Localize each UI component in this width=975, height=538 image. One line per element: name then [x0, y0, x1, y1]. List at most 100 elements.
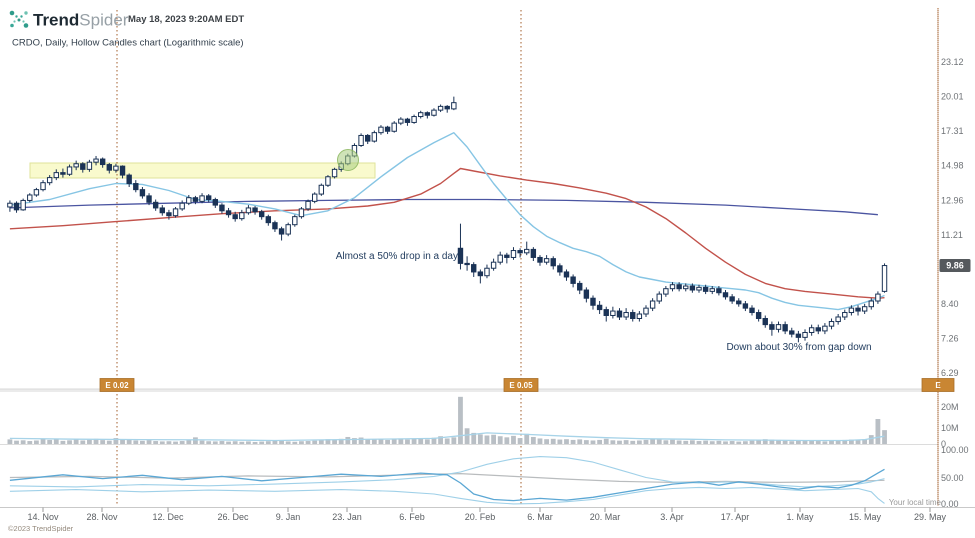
volume-bar — [93, 438, 99, 444]
date-tick-label[interactable]: 15. May — [849, 512, 882, 522]
volume-bar — [53, 439, 59, 444]
volume-bar — [709, 441, 715, 444]
candle-body — [146, 195, 152, 203]
date-tick-label[interactable]: 9. Jan — [276, 512, 301, 522]
candle-body — [331, 168, 338, 178]
volume-bar — [100, 440, 106, 444]
date-tick-label[interactable]: 14. Nov — [27, 512, 59, 522]
volume-bar — [140, 440, 145, 444]
candle-body — [278, 228, 285, 235]
volume-bar — [418, 438, 424, 444]
volume-bar — [570, 439, 576, 444]
volume-bar — [577, 439, 583, 444]
volume-bar — [829, 440, 834, 444]
volume-bar — [338, 438, 344, 444]
candle-body — [537, 256, 543, 263]
price-axis-label: 14.98 — [941, 161, 964, 171]
oscillator-gray-line — [9, 473, 885, 483]
volume-bar — [179, 441, 185, 444]
price-axis-label: 23.12 — [941, 57, 964, 67]
candle-body — [272, 222, 278, 230]
volume-bar — [438, 436, 443, 444]
candle-body — [616, 310, 623, 318]
candle-body — [285, 224, 291, 235]
volume-bar — [411, 439, 417, 444]
date-tick-label[interactable]: 6. Feb — [399, 512, 425, 522]
candle-body — [179, 202, 185, 210]
volume-bar — [106, 440, 112, 444]
volume-bar — [703, 440, 709, 444]
volume-bar — [630, 440, 636, 444]
volume-bar — [749, 440, 755, 444]
candle-body — [205, 195, 212, 201]
ma-fast-line — [9, 132, 885, 311]
chart-annotation[interactable]: Down about 30% from gap down — [726, 342, 871, 353]
candle-body — [623, 312, 629, 318]
earnings-badge[interactable] — [503, 378, 539, 392]
volume-bar — [73, 439, 79, 444]
ma-slow-line — [9, 198, 878, 216]
volume-bar — [789, 441, 795, 444]
volume-bar — [815, 441, 821, 444]
candle-body — [563, 271, 570, 278]
candle-body — [696, 286, 702, 291]
candle-body — [358, 134, 364, 146]
date-tick-label[interactable]: 26. Dec — [217, 512, 249, 522]
volume-bar — [67, 440, 72, 444]
volume-bar — [663, 440, 669, 444]
candle-body — [815, 327, 821, 332]
earnings-badge[interactable] — [99, 378, 135, 392]
candle-body — [855, 307, 861, 312]
volume-bar — [643, 439, 649, 444]
volume-bar — [656, 439, 662, 444]
date-tick-label[interactable]: 12. Dec — [152, 512, 184, 522]
date-tick-label[interactable]: 29. May — [914, 512, 947, 522]
candle-body — [510, 250, 517, 258]
candle-body — [13, 202, 20, 211]
volume-bar — [544, 439, 550, 444]
volume-bar — [557, 439, 563, 444]
volume-bar — [299, 441, 304, 444]
volume-bar — [868, 435, 874, 444]
date-tick-label[interactable]: 20. Mar — [590, 512, 621, 522]
date-tick-label[interactable]: 23. Jan — [332, 512, 362, 522]
volume-bar — [252, 441, 258, 444]
date-tick-label[interactable]: 17. Apr — [721, 512, 750, 522]
volume-axis-label: 0 — [941, 439, 946, 449]
candle-body — [20, 199, 26, 211]
volume-bar — [166, 441, 172, 444]
volume-bar — [199, 440, 205, 444]
date-tick-label[interactable]: 28. Nov — [86, 512, 118, 522]
logo-text[interactable]: TrendSpider — [33, 11, 129, 30]
candle-body — [265, 216, 272, 224]
breakout-highlight-marker[interactable] — [337, 149, 359, 171]
volume-bar — [723, 441, 728, 444]
volume-axis-label: 20M — [941, 402, 959, 412]
volume-bar — [802, 441, 808, 444]
candle-body — [517, 250, 523, 254]
volume-axis-label: 10M — [941, 423, 959, 433]
date-tick-label[interactable]: 6. Mar — [527, 512, 553, 522]
volume-bar — [219, 441, 225, 444]
candle-body — [577, 282, 583, 291]
price-axis-label: 8.40 — [941, 299, 959, 309]
chart-annotation[interactable]: Almost a 50% drop in a day — [336, 251, 458, 262]
date-tick-label[interactable]: 1. May — [786, 512, 814, 522]
date-tick-label[interactable]: 3. Apr — [660, 512, 684, 522]
candle-body — [875, 293, 881, 302]
candle-body — [769, 324, 775, 330]
volume-bar — [7, 439, 13, 444]
date-tick-label[interactable]: 20. Feb — [465, 512, 496, 522]
volume-bar — [882, 430, 887, 444]
oscillator-axis-label: 50.00 — [941, 473, 964, 483]
chart-subtitle[interactable]: CRDO, Daily, Hollow Candles chart (Logar… — [12, 38, 244, 49]
trendspider-logo-icon[interactable] — [9, 10, 29, 28]
candle-body — [365, 134, 371, 142]
local-time-note: Your local time — [889, 498, 942, 507]
volume-bar — [424, 439, 430, 444]
candle-body — [583, 289, 590, 299]
volume-bar — [332, 439, 337, 444]
volume-bar — [391, 439, 397, 444]
candle-body — [239, 212, 245, 220]
